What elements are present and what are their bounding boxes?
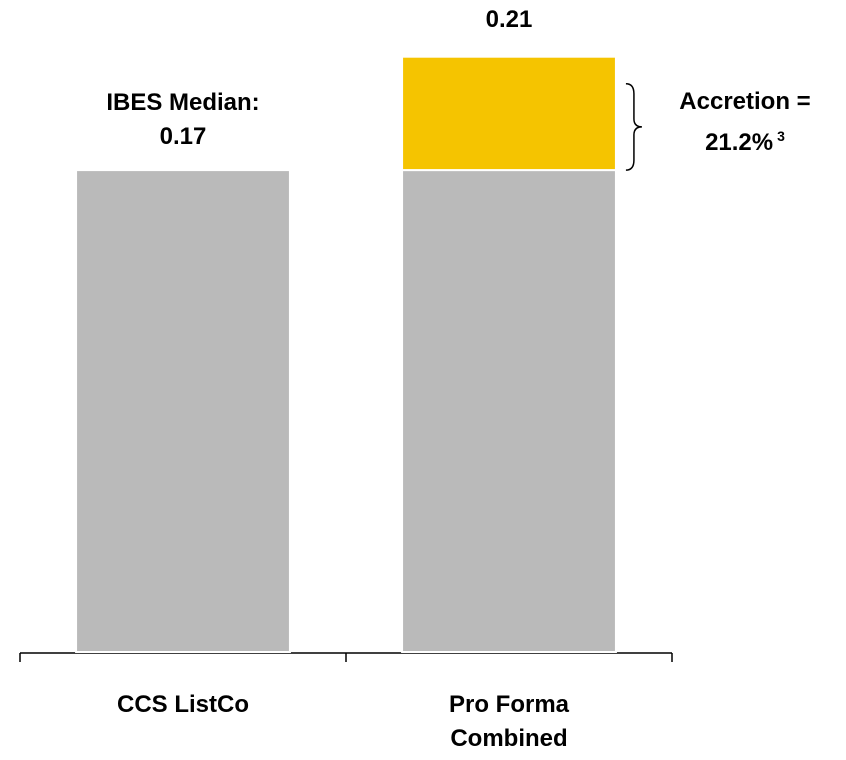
bar-segment — [401, 55, 617, 172]
data-label: 0.17 — [159, 123, 207, 151]
x-tick-label: CCS ListCo — [117, 691, 249, 718]
x-tick-label: Pro Forma Combined — [448, 691, 570, 752]
accretion-brace — [625, 82, 642, 171]
accretion-value: 21.2% — [705, 128, 774, 156]
accretion-label: Accretion = — [679, 87, 811, 115]
bar-segment — [401, 169, 617, 654]
footnote: 3 — [777, 127, 785, 144]
median-label: IBES Median: — [106, 89, 260, 117]
total-label: 0.21 — [485, 5, 533, 33]
bar-segment — [75, 169, 291, 654]
accretion-value-line: 21.2% 3 — [640, 119, 846, 160]
